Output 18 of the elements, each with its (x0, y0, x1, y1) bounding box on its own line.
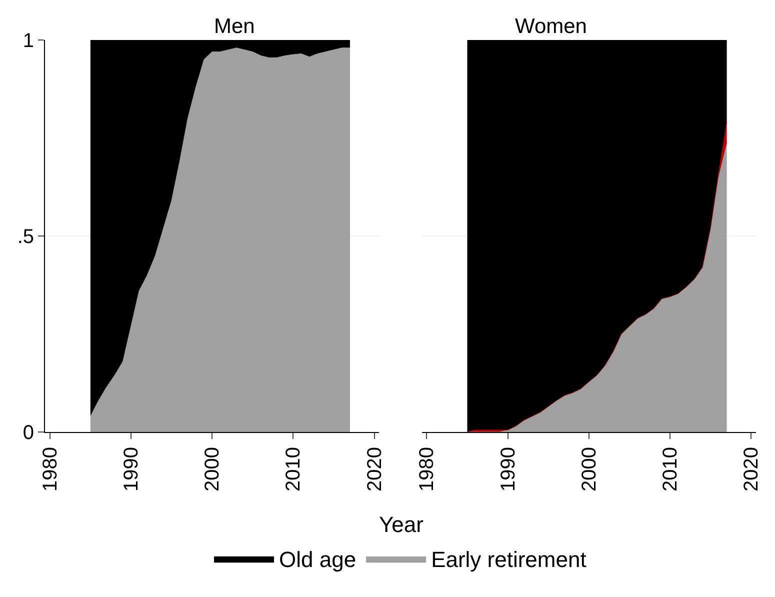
x-tick-label: 1990 (120, 447, 142, 492)
y-tick-label: 0 (22, 422, 34, 444)
legend-label: Old age (279, 547, 356, 572)
x-axis-title: Year (379, 512, 424, 537)
chart-title: Men (214, 15, 255, 38)
x-tick-label: 1990 (497, 447, 520, 492)
y-tick-label: 1 (22, 30, 34, 52)
x-tick-label: 2020 (364, 447, 386, 492)
x-tick-label: 2020 (740, 447, 763, 492)
x-tick-label: 2000 (578, 447, 600, 492)
y-tick-label: .5 (17, 226, 34, 248)
chart-title: Women (515, 15, 587, 38)
x-tick-label: 1980 (39, 447, 62, 492)
x-tick-label: 2010 (660, 447, 682, 492)
legend-label: Early retirement (431, 547, 586, 572)
x-tick-label: 1980 (416, 447, 438, 492)
x-tick-label: 2010 (282, 447, 305, 492)
x-tick-label: 2000 (202, 447, 224, 492)
